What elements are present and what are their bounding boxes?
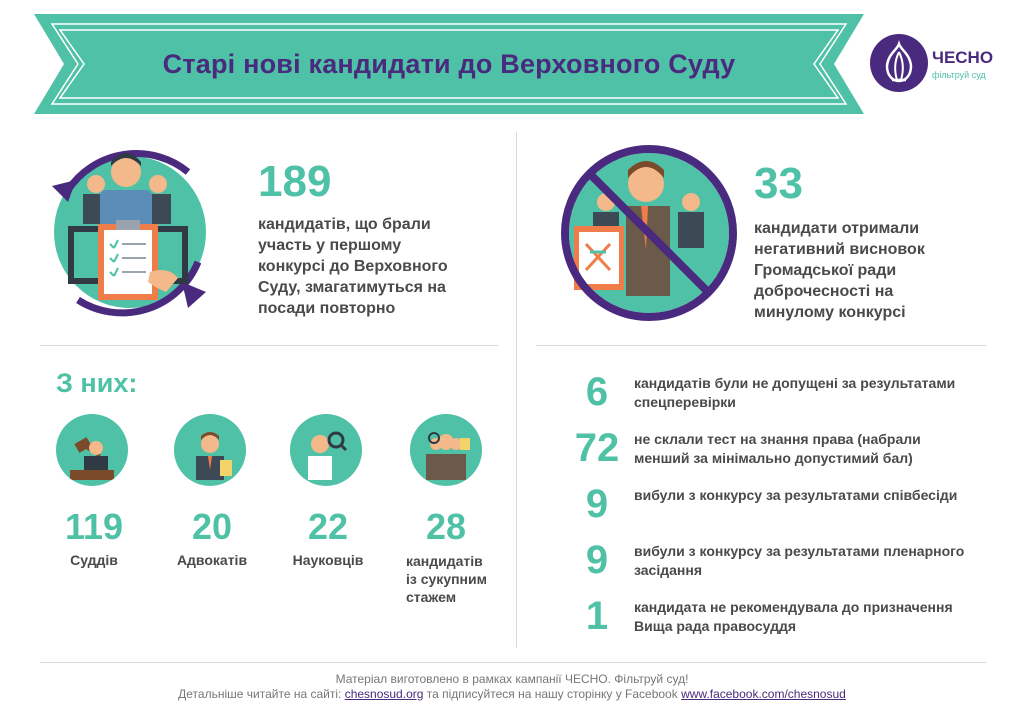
result-value-2: 72 [574, 426, 620, 470]
center-divider [516, 132, 517, 648]
result-value-3: 9 [585, 482, 609, 526]
candidates-total-text: кандидатів, що брали участь у першому ко… [258, 216, 448, 317]
title-banner: Старі нові кандидати до Верховного Суду [34, 14, 864, 114]
judges-label: Суддів [70, 552, 118, 568]
combined-experience-icon [410, 414, 482, 486]
result-text-5: кандидата не рекомендувала до призначенн… [634, 599, 953, 634]
scientists-label: Науковців [292, 552, 364, 568]
result-text-4: вибули з конкурсу за результатами пленар… [634, 543, 965, 578]
footer: Матеріал виготовлено в рамках кампанії Ч… [0, 672, 1024, 702]
footer-prefix: Детальніше читайте на сайті: [178, 687, 342, 701]
lawyers-count: 20 [191, 506, 233, 547]
right-divider [536, 345, 986, 346]
facebook-link[interactable]: www.facebook.com/chesnosud [681, 687, 846, 701]
result-text-1: кандидатів були не допущені за результат… [634, 375, 956, 410]
result-value-1: 6 [585, 370, 609, 414]
chesno-logo[interactable]: ЧЕСНО фільтруй суд [870, 34, 1000, 94]
footer-line-1: Матеріал виготовлено в рамках кампанії Ч… [335, 672, 689, 686]
footer-middle: та підписуйтеся на нашу сторінку у Faceb… [426, 687, 678, 701]
site-link[interactable]: chesnosud.org [344, 687, 424, 701]
judge-icon [56, 414, 128, 486]
garlic-icon [870, 34, 928, 92]
negative-conclusion-number: 33 [754, 159, 803, 208]
banner-ribbon [34, 14, 864, 114]
combined-label: кандидатів із сукупним стажем [406, 553, 487, 605]
result-text-3: вибули з конкурсу за результатами співбе… [634, 487, 958, 503]
scientist-icon [290, 414, 362, 486]
logo-tagline: фільтруй суд [932, 70, 986, 80]
judges-count: 119 [64, 506, 124, 547]
breakdown-heading: З них: [56, 368, 138, 398]
candidates-total-number: 189 [258, 157, 332, 206]
negative-conclusion-text: кандидати отримали негативний висновок Г… [754, 220, 925, 321]
result-text-2: не склали тест на знання права (набрали … [634, 431, 921, 466]
footer-line-2: Детальніше читайте на сайті: chesnosud.o… [0, 687, 1024, 702]
candidates-cycle-icon [38, 142, 218, 322]
lawyers-label: Адвокатів [176, 552, 248, 568]
footer-divider [40, 662, 986, 663]
lawyer-icon [174, 414, 246, 486]
rejected-candidate-icon [556, 140, 742, 326]
logo-name: ЧЕСНО [932, 48, 994, 67]
page-title: Старі нові кандидати до Верховного Суду [162, 48, 736, 79]
combined-count: 28 [425, 506, 467, 547]
left-divider [40, 345, 498, 346]
result-value-5: 1 [585, 594, 609, 638]
scientists-count: 22 [307, 506, 349, 547]
result-value-4: 9 [585, 538, 609, 582]
